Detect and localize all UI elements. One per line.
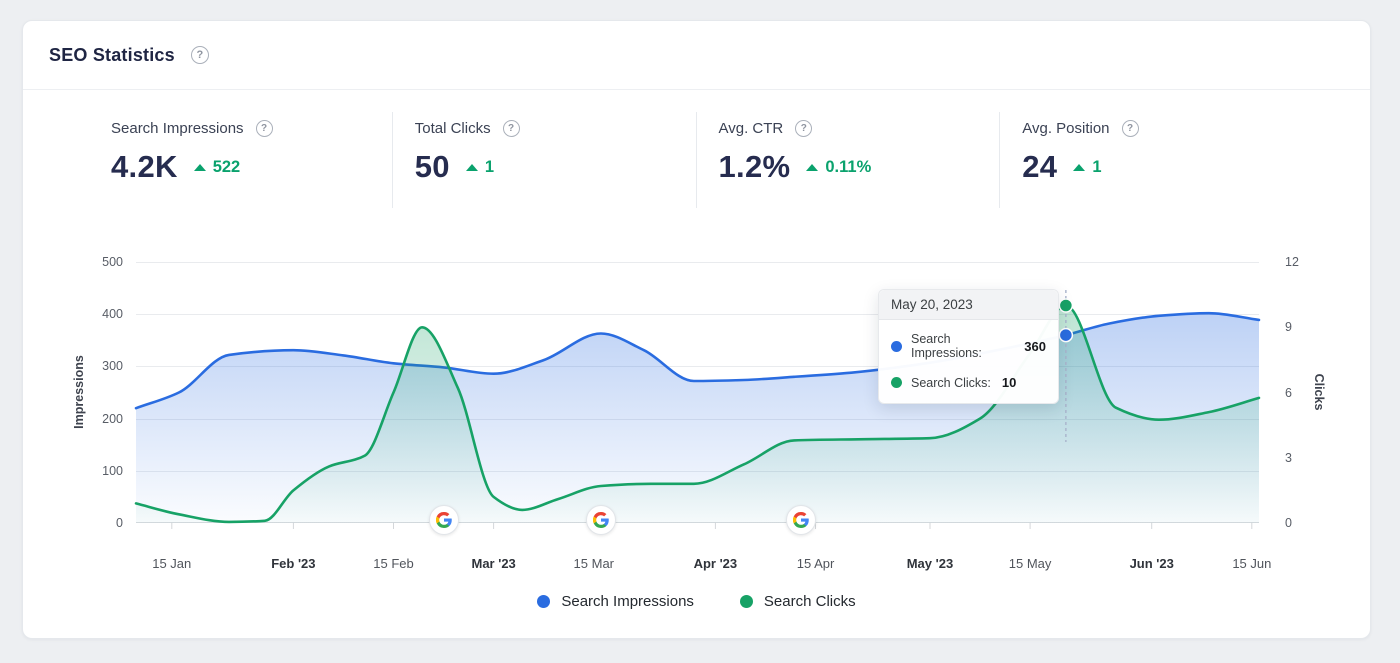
stat-delta: 0.11% xyxy=(806,158,871,177)
stats-row: Search Impressions ? 4.2K 522 Total Clic… xyxy=(23,90,1370,220)
x-axis-label: 15 May xyxy=(1008,556,1052,571)
y-axis-right-tick: 12 xyxy=(1285,255,1299,269)
stat-value: 4.2K xyxy=(111,149,178,184)
google-g-logo xyxy=(793,512,809,528)
y-axis-right-tick: 6 xyxy=(1285,385,1292,400)
clicks-dot-icon xyxy=(739,595,753,608)
clicks-area xyxy=(136,305,1259,523)
x-axis-label: 15 Feb xyxy=(373,556,414,571)
impressions-dot-icon xyxy=(891,340,902,352)
y-axis-left-tick: 100 xyxy=(102,463,123,478)
y-axis-right-tick: 0 xyxy=(1285,516,1292,530)
x-axis-label: 15 Jun xyxy=(1232,556,1272,571)
y-axis-right-tick: 9 xyxy=(1285,320,1292,335)
y-axis-left-tick: 200 xyxy=(102,411,123,426)
stat-label: Search Impressions xyxy=(111,120,244,137)
legend-item-search-impressions[interactable]: Search Impressions xyxy=(537,593,694,610)
x-axis-label: Apr '23 xyxy=(693,556,738,571)
stat-avg-position: Avg. Position ? 24 1 xyxy=(1000,120,1304,220)
x-axis-label: 15 Jan xyxy=(152,556,192,571)
stat-search-impressions: Search Impressions ? 4.2K 522 xyxy=(89,112,393,220)
x-axis-label: 15 Apr xyxy=(796,556,835,571)
hover-point-impressions xyxy=(1058,327,1074,343)
stat-label: Total Clicks xyxy=(414,120,491,137)
chart-tooltip: May 20, 2023 Search Impressions: 360 Sea… xyxy=(878,289,1059,404)
chart-plot-area[interactable] xyxy=(134,262,1261,534)
chart-legend: Search Impressions Search Clicks xyxy=(23,593,1370,610)
hover-layer xyxy=(1058,290,1074,442)
x-axis-label: May '23 xyxy=(906,556,954,571)
series-layer xyxy=(134,304,1261,524)
stat-delta: 1 xyxy=(1073,158,1102,177)
arrow-up-icon xyxy=(193,163,206,171)
tooltip-row-impressions: Search Impressions: 360 xyxy=(891,332,1046,360)
legend-item-search-clicks[interactable]: Search Clicks xyxy=(739,593,856,610)
google-g-logo xyxy=(435,512,452,528)
y-axis-left-tick: 0 xyxy=(116,516,123,530)
google-update-icon[interactable] xyxy=(585,505,616,535)
google-update-icon[interactable] xyxy=(428,505,459,535)
stat-value: 1.2% xyxy=(718,149,791,184)
stat-label: Avg. CTR xyxy=(718,120,784,137)
y-axis-left-tick: 300 xyxy=(102,359,123,374)
arrow-up-icon xyxy=(1073,163,1086,171)
card-header: SEO Statistics ? xyxy=(23,21,1370,90)
x-axis-label: Feb '23 xyxy=(271,556,316,571)
help-icon[interactable]: ? xyxy=(255,120,273,137)
y-axis-right-tick: 3 xyxy=(1285,450,1292,465)
stat-total-clicks: Total Clicks ? 50 1 xyxy=(393,112,697,220)
stat-avg-ctr: Avg. CTR ? 1.2% 0.11% xyxy=(697,112,1001,220)
x-axis-label: 15 Mar xyxy=(573,556,615,571)
clicks-dot-icon xyxy=(891,377,902,388)
page-title: SEO Statistics xyxy=(49,44,175,65)
tooltip-row-clicks: Search Clicks: 10 xyxy=(891,375,1046,390)
y-axis-left-tick: 400 xyxy=(102,307,123,322)
stat-value: 24 xyxy=(1022,149,1058,184)
x-axis-label: Jun '23 xyxy=(1129,556,1174,571)
stat-delta: 1 xyxy=(465,158,494,177)
google-update-icon[interactable] xyxy=(786,505,817,535)
help-icon[interactable]: ? xyxy=(1121,120,1139,137)
seo-statistics-card: SEO Statistics ? Search Impressions ? 4.… xyxy=(22,20,1371,639)
arrow-up-icon xyxy=(465,163,478,171)
help-icon[interactable]: ? xyxy=(190,46,209,64)
stat-value: 50 xyxy=(414,149,450,184)
stat-delta: 522 xyxy=(193,158,240,177)
x-axis-label: Mar '23 xyxy=(471,556,516,571)
arrow-up-icon xyxy=(806,163,819,171)
help-icon[interactable]: ? xyxy=(795,120,813,137)
help-icon[interactable]: ? xyxy=(502,120,520,137)
y-axis-left-tick: 500 xyxy=(102,255,123,269)
tooltip-date: May 20, 2023 xyxy=(879,290,1058,320)
hover-point-clicks xyxy=(1058,298,1074,313)
impressions-dot-icon xyxy=(537,595,551,608)
google-g-logo xyxy=(592,512,609,528)
stat-label: Avg. Position xyxy=(1022,120,1110,137)
